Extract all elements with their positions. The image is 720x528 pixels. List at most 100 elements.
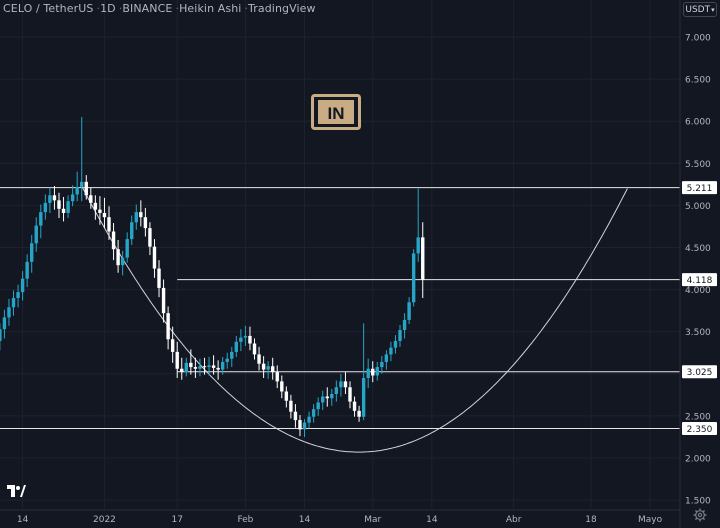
candle-body: [207, 365, 211, 368]
currency-button[interactable]: USDT▾: [683, 2, 717, 17]
chart-header: CELO / TetherUS ·1D ·BINANCE ·Heikin Ashi ·T…: [3, 2, 316, 15]
candle-body: [211, 365, 216, 368]
candle-body: [402, 319, 407, 331]
level-label: 5.211: [687, 184, 713, 194]
candle-body: [352, 401, 357, 411]
candle-body: [284, 391, 289, 401]
candle-body: [298, 420, 302, 430]
candle-body: [107, 217, 111, 232]
settings-gear-icon[interactable]: [693, 508, 707, 522]
candle-body: [407, 302, 411, 320]
candle-body: [80, 181, 84, 187]
candle-body: [330, 394, 334, 399]
interval-label[interactable]: 1D: [100, 2, 116, 15]
candle-body: [157, 268, 161, 288]
time-axis[interactable]: 14 2022 17 Feb 14 Mar 14 Abr 18 Mayo: [0, 509, 680, 525]
candle-body: [321, 396, 325, 403]
exchange-label: BINANCE: [122, 2, 173, 15]
level-labels: 5.211 4.118 3.025 2.350: [682, 181, 717, 436]
candle-body: [116, 249, 120, 266]
price-tick-label: 4.000: [685, 286, 711, 296]
time-tick-label: 14: [299, 515, 311, 525]
candle-body: [130, 222, 134, 240]
time-tick-label: Mar: [364, 515, 381, 525]
candle-body: [398, 330, 402, 341]
price-axis[interactable]: 1.5002.0002.5003.0003.5004.0004.5005.000…: [679, 0, 720, 528]
candle-body: [20, 278, 25, 293]
candle-body: [380, 362, 384, 368]
candle-body: [257, 354, 261, 364]
candle-body: [307, 416, 311, 423]
candle-body: [339, 381, 343, 388]
candle-body: [198, 366, 202, 369]
chevron-down-icon: ▾: [711, 6, 715, 14]
candle-body: [234, 341, 239, 352]
candle-body: [293, 411, 298, 421]
price-tick-label: 5.500: [685, 160, 711, 170]
candle-body: [34, 225, 38, 244]
candle-body: [84, 181, 88, 196]
candle-body: [152, 246, 157, 269]
candle-body: [180, 368, 184, 373]
tradingview-logo-icon[interactable]: [6, 484, 26, 498]
candle-body: [139, 212, 143, 218]
candle-body: [361, 378, 366, 417]
candle-body: [61, 208, 66, 213]
level-label: 4.118: [687, 276, 713, 286]
candle-body: [325, 396, 329, 399]
candle-body: [189, 362, 193, 368]
candle-body: [111, 231, 116, 250]
candle-body: [248, 335, 252, 344]
candle-body: [30, 243, 34, 262]
candle-body: [225, 358, 229, 363]
candle-body: [48, 195, 52, 203]
candle-body: [357, 410, 361, 417]
price-tick-label: 3.500: [685, 328, 711, 338]
candle-body: [393, 340, 398, 348]
candle-body: [270, 366, 275, 373]
candle-body: [25, 261, 29, 279]
provider-label: TradingView: [248, 2, 316, 15]
price-tick-label: 6.000: [685, 118, 711, 128]
candle-body: [389, 347, 393, 355]
candle-body: [411, 253, 416, 303]
candle-body: [93, 202, 98, 210]
candle-body: [89, 195, 93, 203]
price-axis-bg: [680, 0, 720, 528]
candle-body: [39, 212, 43, 226]
candle-body: [289, 400, 293, 412]
candle-body: [43, 202, 48, 213]
candle-body: [134, 212, 138, 223]
candle-body: [311, 409, 316, 417]
candle-body: [175, 351, 179, 369]
candle-body: [216, 367, 220, 370]
candle-body: [384, 354, 389, 363]
candle-body: [161, 287, 166, 314]
time-tick-label: Abr: [506, 515, 522, 525]
time-tick-label: Feb: [237, 515, 253, 525]
candle-body: [70, 194, 75, 202]
candle-body: [421, 237, 425, 280]
candle-body: [366, 368, 370, 379]
candle-body: [316, 402, 320, 410]
candle-body: [416, 237, 420, 254]
candle-body: [75, 186, 79, 195]
candle-body: [261, 363, 266, 370]
candle-body: [193, 367, 198, 369]
candle-body: [302, 422, 307, 430]
candle-body: [280, 381, 284, 392]
candle-body: [0, 329, 2, 341]
time-tick-label: 14: [426, 515, 438, 525]
symbol-label[interactable]: CELO / TetherUS: [3, 2, 94, 15]
candle-body: [2, 317, 7, 330]
candle-body: [252, 343, 257, 355]
candle-body: [11, 298, 16, 308]
price-tick-label: 2.500: [685, 412, 711, 422]
time-tick-label: 18: [585, 515, 597, 525]
currency-label: USDT: [685, 5, 711, 15]
candle-body: [202, 366, 207, 368]
candle-body: [98, 209, 102, 213]
candle-body: [170, 339, 175, 352]
